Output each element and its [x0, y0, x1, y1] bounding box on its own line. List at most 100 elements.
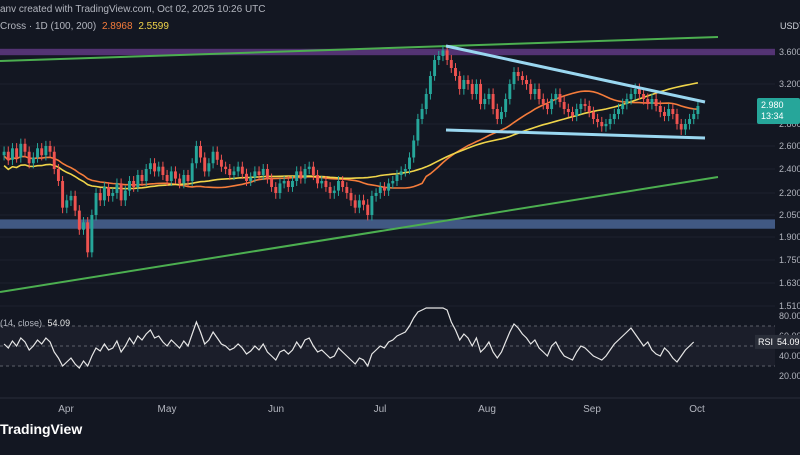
candle-body [403, 169, 407, 172]
candle-body [111, 193, 115, 196]
candle-body [6, 151, 10, 160]
time-tick-label: Apr [58, 404, 74, 415]
tradingview-brand-text: TradingView [0, 421, 83, 437]
candle-body [40, 148, 44, 156]
price-tag-box [757, 98, 800, 124]
candle-body [311, 166, 315, 175]
candle-body [420, 109, 424, 119]
candle-body [433, 60, 437, 76]
candle-body [249, 177, 253, 181]
candle-body [178, 178, 182, 184]
candle-body [642, 94, 646, 99]
candle-body [424, 94, 428, 109]
candle-body [629, 94, 633, 99]
candle-body [579, 104, 583, 109]
channel-lines [0, 36, 719, 293]
rsi-tick-label: 20.00 [779, 371, 800, 381]
triangle-upper-line [445, 44, 706, 104]
candle-body [336, 181, 340, 191]
candle-body [69, 195, 73, 201]
candle-body [286, 181, 290, 187]
candle-body [625, 99, 629, 104]
price-tag-value: 2.980 [761, 100, 784, 110]
candle-body [144, 169, 148, 181]
price-tick-label: 2.200 [779, 188, 800, 198]
candle-body [228, 169, 232, 175]
candle-body [596, 119, 600, 122]
candle-body [575, 109, 579, 116]
ma200-value: 2.5599 [138, 21, 169, 32]
rsi-band [0, 326, 775, 366]
rsi-current-badge [755, 334, 800, 349]
candle-body [692, 114, 696, 119]
candle-body [612, 114, 616, 119]
price-tick-label: 1.630 [779, 278, 800, 288]
candle-body [604, 124, 608, 127]
candle-body [148, 163, 152, 169]
candle-body [240, 166, 244, 174]
candle-body [466, 80, 470, 84]
candle-body [650, 99, 654, 104]
candle-body [441, 50, 445, 56]
candle-body [203, 157, 207, 172]
candle-body [186, 175, 190, 181]
rsi-value: 54.09 [47, 318, 71, 328]
candle-body [449, 60, 453, 68]
candle-body [566, 109, 570, 112]
candle-body [94, 193, 98, 215]
candle-body [119, 183, 123, 201]
candle-body [10, 148, 14, 160]
support-zone [0, 219, 775, 229]
candle-body [391, 181, 395, 184]
candle-body [583, 104, 587, 106]
candle-body [295, 171, 299, 181]
currency-label[interactable]: USDT [780, 21, 800, 31]
rsi-tick-label: 80.00 [779, 311, 800, 321]
candle-body [303, 169, 307, 179]
candle-body [194, 146, 198, 164]
candle-body [516, 72, 520, 76]
candle-body [445, 50, 449, 60]
candle-body [696, 106, 700, 114]
candle-body [353, 200, 357, 208]
candle-body [504, 99, 508, 112]
candle-body [462, 80, 466, 89]
candle-body [90, 215, 94, 253]
candle-body [412, 140, 416, 158]
candle-body [219, 159, 223, 167]
candle-body [654, 99, 658, 106]
channel-lower-line [0, 176, 719, 293]
candle-body [362, 200, 366, 205]
rsi-badge-value: 54.09 [777, 337, 800, 347]
price-tick-label: 1.900 [779, 232, 800, 242]
candle-body [65, 200, 69, 208]
price-tick-label: 2.600 [779, 141, 800, 151]
candle-body [161, 166, 165, 175]
price-tick-label: 3.200 [779, 79, 800, 89]
tradingview-logo[interactable]: TradingView [0, 421, 82, 437]
price-tick-label: 1.510 [779, 301, 800, 311]
time-tick-label: Sep [583, 404, 601, 415]
candle-body [374, 193, 378, 196]
resistance-zone [0, 48, 775, 56]
candle-body [458, 76, 462, 89]
candle-body [395, 175, 399, 181]
candle-body [23, 143, 27, 152]
candle-body [667, 109, 671, 116]
candle-body [529, 84, 533, 94]
time-tick-label: Aug [478, 404, 496, 415]
candle-body [545, 104, 549, 109]
ma100-value: 2.8968 [101, 21, 133, 32]
candle-body [608, 119, 612, 124]
candle-body [558, 94, 562, 102]
candle-body [571, 112, 574, 116]
candle-body [136, 175, 140, 187]
candle-body [663, 112, 666, 116]
candle-body [165, 175, 169, 181]
price-tick-label: 2.400 [779, 164, 800, 174]
candle-body [328, 187, 332, 193]
candle-body [215, 151, 219, 160]
price-tick-label: 3.600 [779, 47, 800, 57]
